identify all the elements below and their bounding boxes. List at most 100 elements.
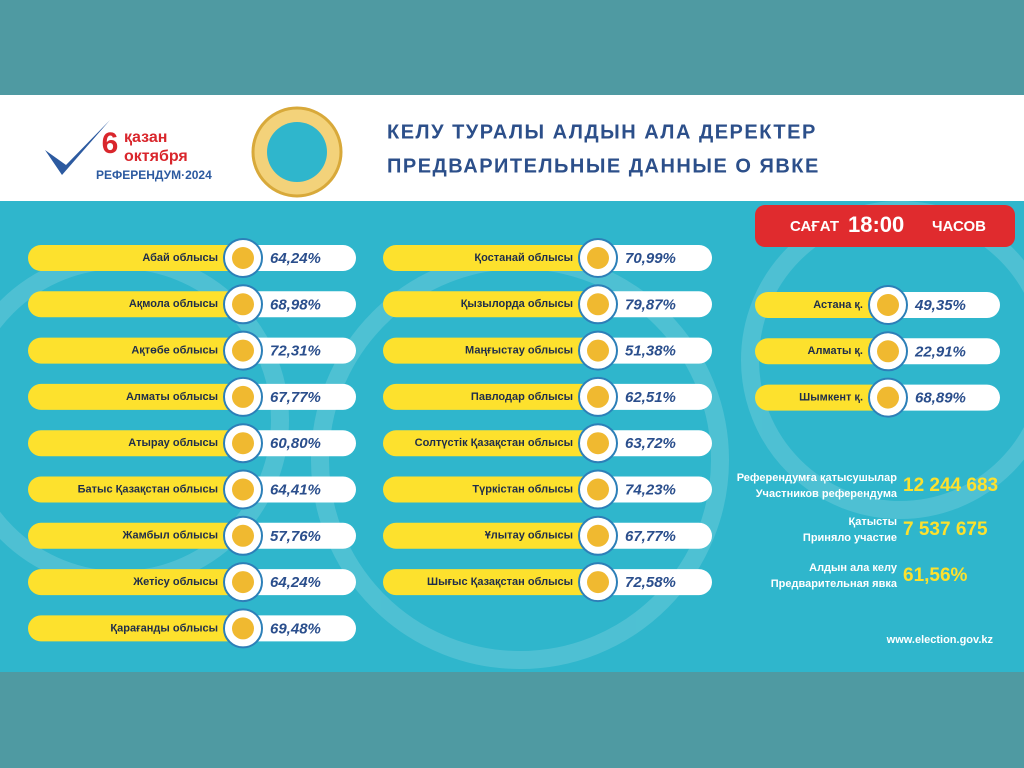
region-name: Маңғыстау облысы (465, 345, 573, 357)
logo-text: октября (124, 148, 188, 165)
name-pill (755, 338, 895, 365)
title: КЕЛУ ТУРАЛЫ АЛДЫН АЛА ДЕРЕКТЕР (387, 121, 817, 143)
region-emblem (587, 293, 609, 316)
region-value: 49,35% (914, 297, 966, 314)
region-emblem (587, 478, 609, 501)
name-pill (755, 384, 895, 411)
name-pill (28, 522, 250, 549)
region-emblem (232, 247, 254, 269)
region-value: 60,80% (270, 435, 321, 452)
name-pill (28, 476, 250, 503)
name-pill (383, 337, 605, 364)
time-suffix: ЧАСОВ (932, 218, 986, 235)
name-pill (28, 383, 250, 410)
emblem (267, 122, 327, 182)
region-emblem (232, 478, 254, 501)
region-emblem (587, 385, 609, 408)
name-pill (28, 569, 250, 596)
region-value: 63,72% (625, 435, 676, 452)
region-name: Ақтөбе облысы (131, 345, 218, 357)
region-name: Солтүстік Қазақстан облысы (415, 437, 573, 449)
time: 18:00 (848, 212, 904, 237)
region-name: Астана қ. (813, 299, 863, 311)
name-pill (755, 292, 895, 318)
region-emblem (232, 293, 254, 316)
name-pill (28, 430, 250, 457)
name-pill (383, 476, 605, 503)
region-name: Түркістан облысы (472, 483, 573, 495)
region-value: 70,99% (625, 250, 676, 267)
region-value: 64,24% (270, 574, 321, 591)
stat-label: Участников референдума (756, 488, 898, 500)
stat-value: 61,56% (903, 565, 968, 586)
region-name: Қызылорда облысы (461, 298, 573, 310)
name-pill (383, 522, 605, 549)
title: ПРЕДВАРИТЕЛЬНЫЕ ДАННЫЕ О ЯВКЕ (387, 155, 820, 177)
region-value: 67,77% (270, 389, 321, 406)
region-name: Қарағанды облысы (110, 622, 218, 634)
region-name: Ұлытау облысы (485, 530, 573, 542)
region-name: Ақмола облысы (129, 298, 218, 310)
region-value: 68,98% (270, 296, 321, 313)
stat-label: Алдын ала келу (809, 562, 898, 574)
stat-label: Приняло участие (803, 532, 897, 544)
footer-url: www.election.gov.kz (886, 634, 994, 646)
stat-label: Референдумға қатысушылар (737, 472, 898, 484)
region-value: 22,91% (914, 343, 966, 360)
name-pill (383, 430, 605, 457)
region-value: 64,41% (270, 481, 321, 498)
region-emblem (232, 339, 254, 362)
region-value: 74,23% (625, 481, 676, 498)
name-pill (28, 245, 250, 271)
region-value: 62,51% (625, 389, 676, 406)
region-name: Шымкент қ. (799, 392, 863, 404)
region-emblem (877, 294, 899, 316)
region-emblem (232, 432, 254, 455)
region-name: Атырау облысы (128, 437, 218, 449)
region-value: 69,48% (270, 620, 321, 637)
stat-value: 7 537 675 (903, 519, 988, 540)
name-pill (383, 383, 605, 410)
region-value: 57,76% (270, 528, 321, 545)
time-prefix: САҒАТ (790, 218, 839, 235)
region-name: Алматы облысы (126, 391, 218, 403)
region-name: Жамбыл облысы (121, 530, 218, 542)
region-emblem (587, 339, 609, 362)
region-name: Батыс Қазақстан облысы (78, 483, 218, 495)
region-value: 51,38% (625, 343, 676, 360)
region-value: 64,24% (270, 250, 321, 267)
name-pill (383, 569, 605, 596)
stat-label: Қатысты (848, 516, 897, 528)
name-pill (28, 337, 250, 364)
logo-day: 6 (102, 127, 119, 160)
region-name: Шығыс Қазақстан облысы (427, 576, 573, 588)
region-emblem (587, 571, 609, 594)
region-value: 79,87% (625, 296, 676, 313)
region-name: Абай облысы (142, 252, 218, 264)
region-emblem (587, 247, 609, 269)
region-name: Павлодар облысы (471, 391, 573, 403)
region-emblem (587, 432, 609, 455)
stat-value: 12 244 683 (903, 475, 998, 496)
region-emblem (877, 386, 899, 409)
region-value: 72,31% (270, 343, 321, 360)
region-name: Жетісу облысы (132, 576, 218, 588)
header (0, 95, 1024, 201)
region-emblem (232, 571, 254, 594)
region-emblem (877, 340, 899, 363)
region-name: Қостанай облысы (474, 252, 573, 264)
region-emblem (232, 524, 254, 547)
region-name: Алматы қ. (808, 345, 863, 357)
time-badge (755, 205, 1015, 247)
name-pill (383, 245, 605, 271)
logo-text: қазан (124, 129, 167, 146)
name-pill (28, 291, 250, 318)
region-emblem (232, 385, 254, 408)
name-pill (28, 615, 250, 642)
region-value: 72,58% (625, 574, 676, 591)
region-emblem (232, 617, 254, 640)
stat-label: Предварительная явка (771, 578, 898, 590)
region-value: 67,77% (625, 528, 676, 545)
region-emblem (587, 524, 609, 547)
